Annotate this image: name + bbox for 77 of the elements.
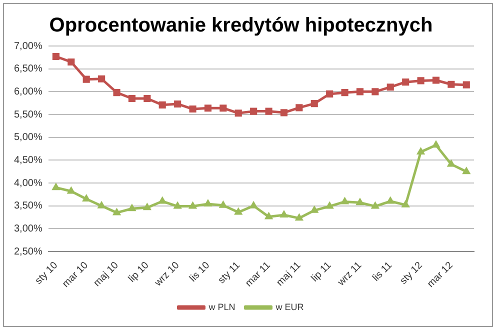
point — [280, 109, 288, 116]
y-tick-label: 2,50% — [14, 246, 42, 258]
x-tick-label: lis 11 — [370, 260, 395, 284]
point — [432, 76, 440, 84]
point — [128, 94, 136, 102]
x-tick-label: mar 12 — [425, 260, 456, 290]
point — [128, 204, 136, 212]
point — [112, 208, 122, 216]
point — [113, 89, 120, 96]
point — [448, 80, 455, 88]
y-tick-label: 3,50% — [14, 200, 42, 212]
x-tick-label: lis 10 — [188, 260, 212, 284]
point — [356, 88, 364, 96]
point — [158, 196, 167, 204]
point — [294, 213, 304, 221]
x-tick-label: wrz 11 — [335, 260, 364, 289]
x-tick-label: wrz 10 — [152, 260, 182, 290]
point — [174, 100, 182, 108]
point — [341, 89, 348, 96]
point — [68, 58, 75, 66]
point — [234, 110, 242, 117]
point — [82, 76, 90, 83]
y-tick-label: 7,00% — [14, 40, 42, 52]
point — [417, 77, 424, 84]
point — [158, 101, 166, 108]
x-tick-label: maj 10 — [92, 260, 122, 290]
point — [356, 198, 364, 206]
y-tick-label: 6,50% — [14, 64, 42, 75]
point — [372, 88, 379, 96]
point — [310, 100, 318, 108]
point — [66, 186, 76, 194]
y-tick-label: 4,50% — [14, 154, 42, 166]
point — [310, 205, 319, 213]
point — [98, 75, 106, 82]
point — [204, 104, 212, 112]
point — [340, 196, 350, 204]
x-tick-label: mar 11 — [244, 260, 274, 290]
x-tick-label: maj 11 — [274, 260, 304, 289]
point — [52, 52, 60, 60]
y-tick-label: 3,00% — [14, 223, 42, 234]
y-tick-label: 6,00% — [14, 86, 42, 98]
point — [326, 90, 334, 98]
point — [250, 108, 258, 115]
point — [188, 201, 198, 209]
point — [462, 81, 470, 88]
point — [386, 84, 394, 91]
point — [296, 104, 303, 112]
point — [220, 104, 227, 112]
y-tick-label: 5,00% — [14, 132, 42, 144]
x-tick-label: sty 10 — [33, 260, 60, 287]
legend-label: w EUR — [274, 302, 304, 312]
point — [142, 202, 152, 210]
point — [280, 210, 288, 218]
x-tick-label: lip 11 — [309, 260, 334, 284]
point — [402, 78, 410, 86]
point — [416, 146, 426, 154]
y-tick-label: 4,00% — [14, 178, 42, 189]
x-tick-label: lip 10 — [126, 260, 152, 285]
point — [325, 201, 334, 209]
point — [173, 201, 182, 209]
point — [52, 182, 60, 190]
x-tick-label: mar 10 — [60, 260, 91, 290]
y-tick-label: 5,50% — [14, 109, 42, 120]
point — [386, 196, 395, 204]
x-tick-label: sty 12 — [398, 260, 426, 287]
point — [144, 94, 151, 102]
point — [264, 212, 274, 220]
legend-label: w PLN — [208, 302, 236, 312]
point — [462, 166, 471, 174]
point — [401, 200, 410, 208]
x-tick-label: sty 11 — [216, 260, 243, 286]
chart-title: Oprocentowanie kredytów hipotecznych — [49, 14, 433, 37]
point — [370, 201, 380, 209]
point — [204, 199, 212, 207]
point — [265, 108, 272, 115]
point — [234, 207, 243, 215]
point — [189, 105, 196, 113]
